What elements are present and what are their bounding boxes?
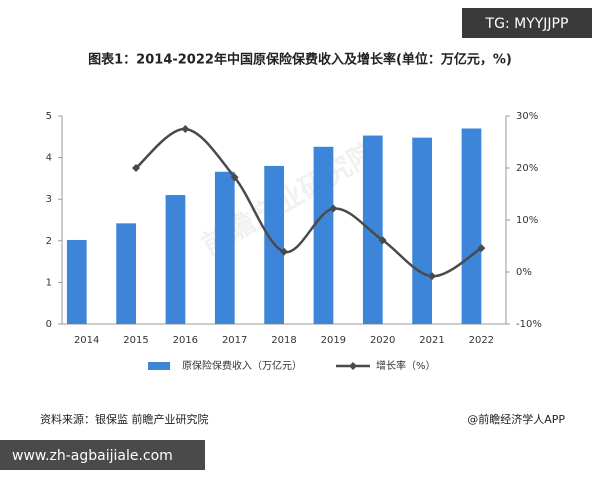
y2-tick-label: 20% (516, 163, 538, 174)
y-tick-label: 3 (46, 194, 52, 205)
line-marker (230, 173, 239, 182)
line-marker (181, 125, 190, 133)
line (135, 127, 483, 278)
x-tick-label: 2016 (173, 335, 198, 346)
bar (116, 223, 136, 324)
x-tick-label: 2019 (321, 335, 346, 346)
x-tick-label: 2017 (222, 335, 247, 346)
line-marker (428, 272, 436, 281)
y-tick-label: 1 (46, 277, 52, 288)
y-tick-label: 0 (46, 319, 52, 330)
x-tick-label: 2014 (74, 335, 99, 346)
chart-title: 图表1：2014-2022年中国原保险保费收入及增长率(单位：万亿元，%) (88, 52, 512, 68)
x-tick-label: 2021 (419, 335, 444, 346)
line-marker (329, 204, 338, 213)
y-tick-label: 5 (46, 111, 52, 122)
y2-tick-label: 10% (516, 215, 538, 226)
legend-label: 增长率（%） (376, 359, 436, 372)
line-marker (280, 247, 288, 256)
legend-marker (349, 362, 357, 370)
badge-box (462, 8, 592, 38)
y2-tick-label: 30% (516, 111, 538, 122)
y-tick-label: 4 (46, 153, 52, 164)
line-marker (132, 164, 140, 172)
bar (214, 171, 235, 324)
bar (165, 195, 186, 324)
bar (66, 239, 87, 324)
x-tick-label: 2022 (469, 335, 494, 346)
bar (313, 146, 334, 324)
source: 资料来源：银保监 前瞻产业研究院 (40, 412, 209, 426)
website: www.zh-agbaijiale.com (12, 448, 173, 464)
bar (412, 137, 432, 324)
brand: @前瞻经济学人APP (467, 412, 565, 426)
legend-swatch (148, 362, 170, 370)
y2-tick-label: -10% (516, 319, 542, 330)
bar (461, 128, 482, 324)
x-tick-label: 2018 (271, 335, 296, 346)
badge: TG: MYYJJPP (485, 16, 569, 32)
website-band (0, 440, 205, 470)
line-marker (378, 236, 387, 245)
line-marker (477, 244, 486, 253)
legend-label: 原保险保费收入（万亿元） (182, 359, 302, 372)
bar (362, 135, 383, 324)
x-tick-label: 2020 (370, 335, 395, 346)
x-tick-label: 2015 (123, 335, 148, 346)
y-tick-label: 2 (46, 236, 52, 247)
y2-tick-label: 0% (516, 267, 532, 278)
